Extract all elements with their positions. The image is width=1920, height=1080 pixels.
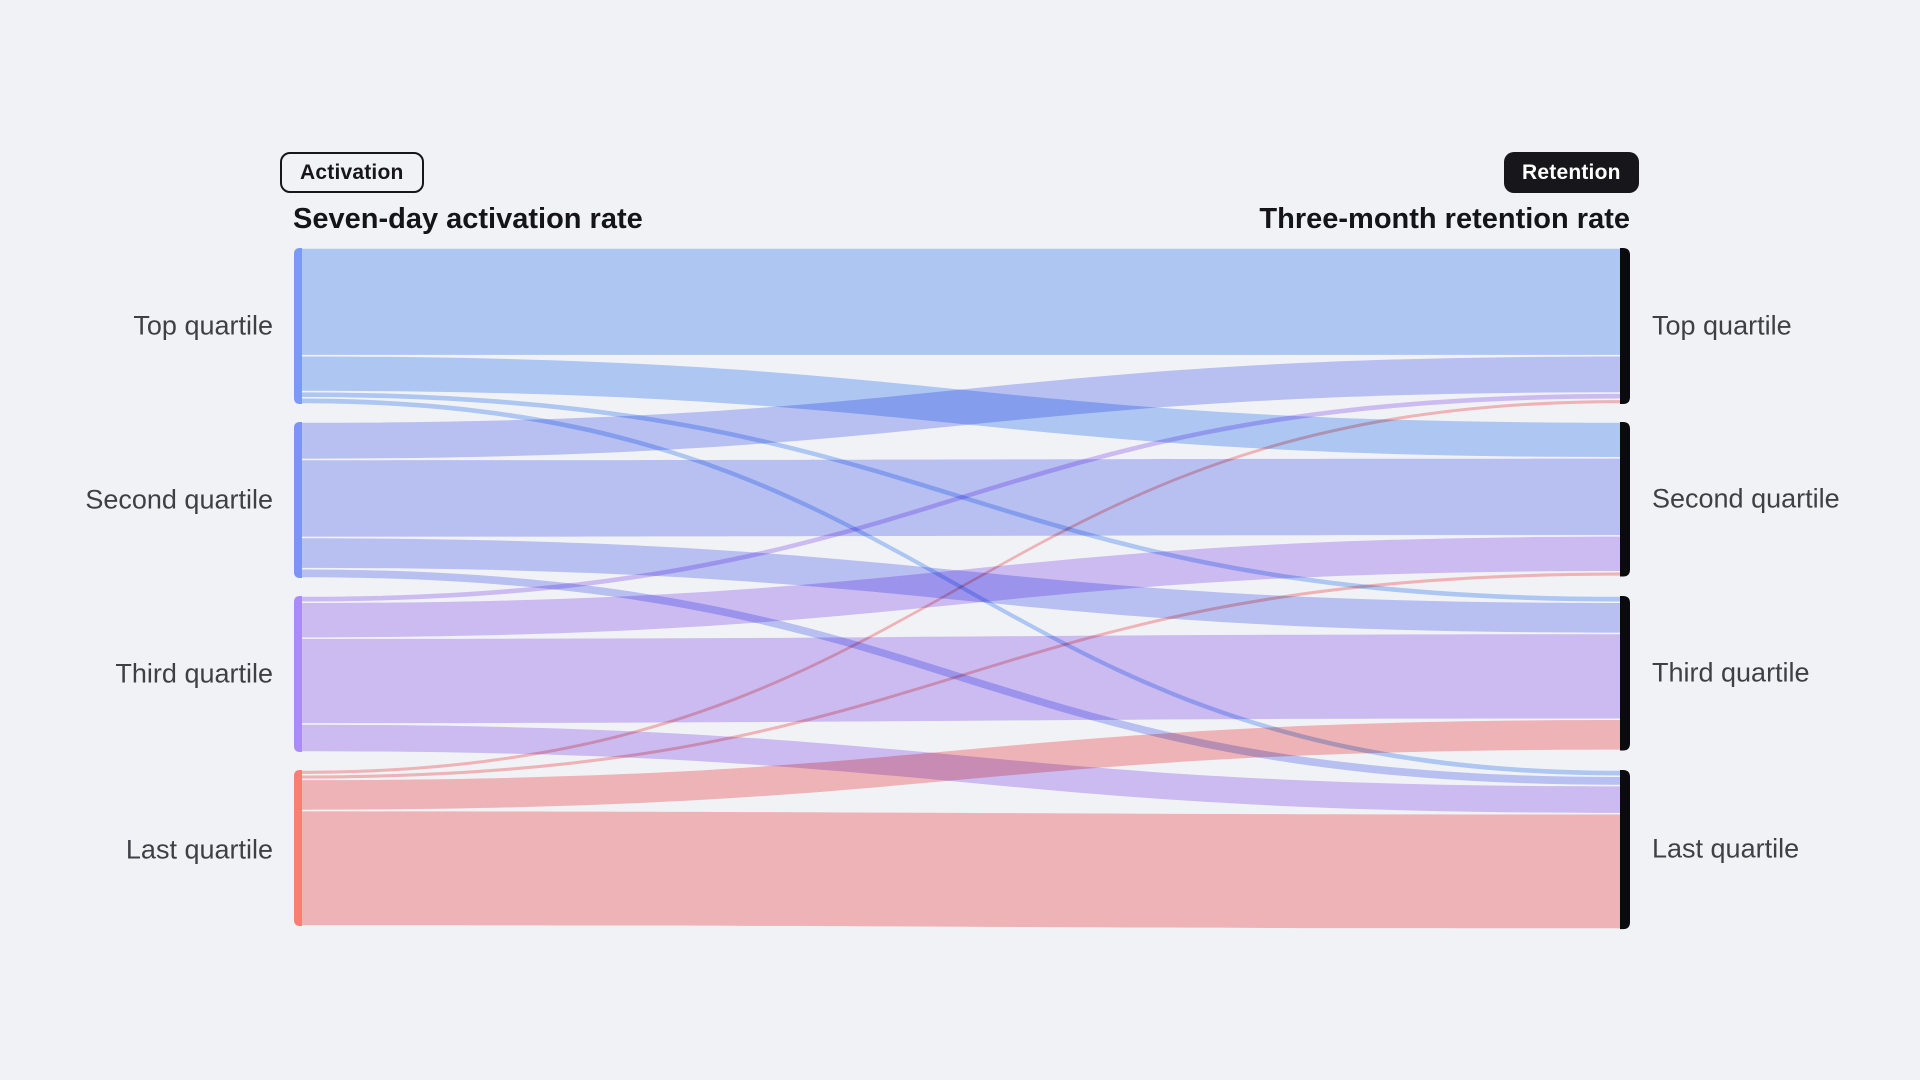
flow-last-quartile-to-second-quartile — [300, 572, 1622, 779]
right-label-last-quartile: Last quartile — [1652, 833, 1800, 864]
left-label-top-quartile: Top quartile — [133, 310, 273, 341]
flow-third-quartile-to-third-quartile — [300, 634, 1622, 724]
flow-second-quartile-to-top-quartile — [300, 356, 1622, 459]
right-label-second-quartile: Second quartile — [1652, 483, 1840, 514]
right-node-third-quartile — [1620, 596, 1630, 751]
right-label-third-quartile: Third quartile — [1652, 657, 1810, 688]
retention-tag-button[interactable]: Retention — [1504, 152, 1639, 193]
flow-last-quartile-to-top-quartile — [300, 400, 1622, 774]
right-node-top-quartile — [1620, 248, 1630, 404]
flow-top-quartile-to-top-quartile — [300, 248, 1622, 355]
right-label-top-quartile: Top quartile — [1652, 310, 1792, 341]
activation-tag-button[interactable]: Activation — [280, 152, 424, 193]
left-node-last-quartile — [294, 770, 302, 926]
left-label-second-quartile: Second quartile — [85, 484, 273, 515]
right-node-second-quartile — [1620, 422, 1630, 577]
flow-last-quartile-to-third-quartile — [300, 720, 1622, 810]
left-axis-title: Seven-day activation rate — [293, 203, 643, 235]
left-label-last-quartile: Last quartile — [125, 834, 273, 865]
left-node-third-quartile — [294, 596, 302, 752]
left-label-third-quartile: Third quartile — [115, 658, 273, 689]
left-node-second-quartile — [294, 422, 302, 578]
right-node-last-quartile — [1620, 770, 1630, 930]
right-axis-title: Three-month retention rate — [1259, 203, 1630, 235]
left-node-top-quartile — [294, 248, 302, 404]
flow-third-quartile-to-top-quartile — [300, 393, 1622, 602]
flow-last-quartile-to-last-quartile — [300, 811, 1622, 929]
